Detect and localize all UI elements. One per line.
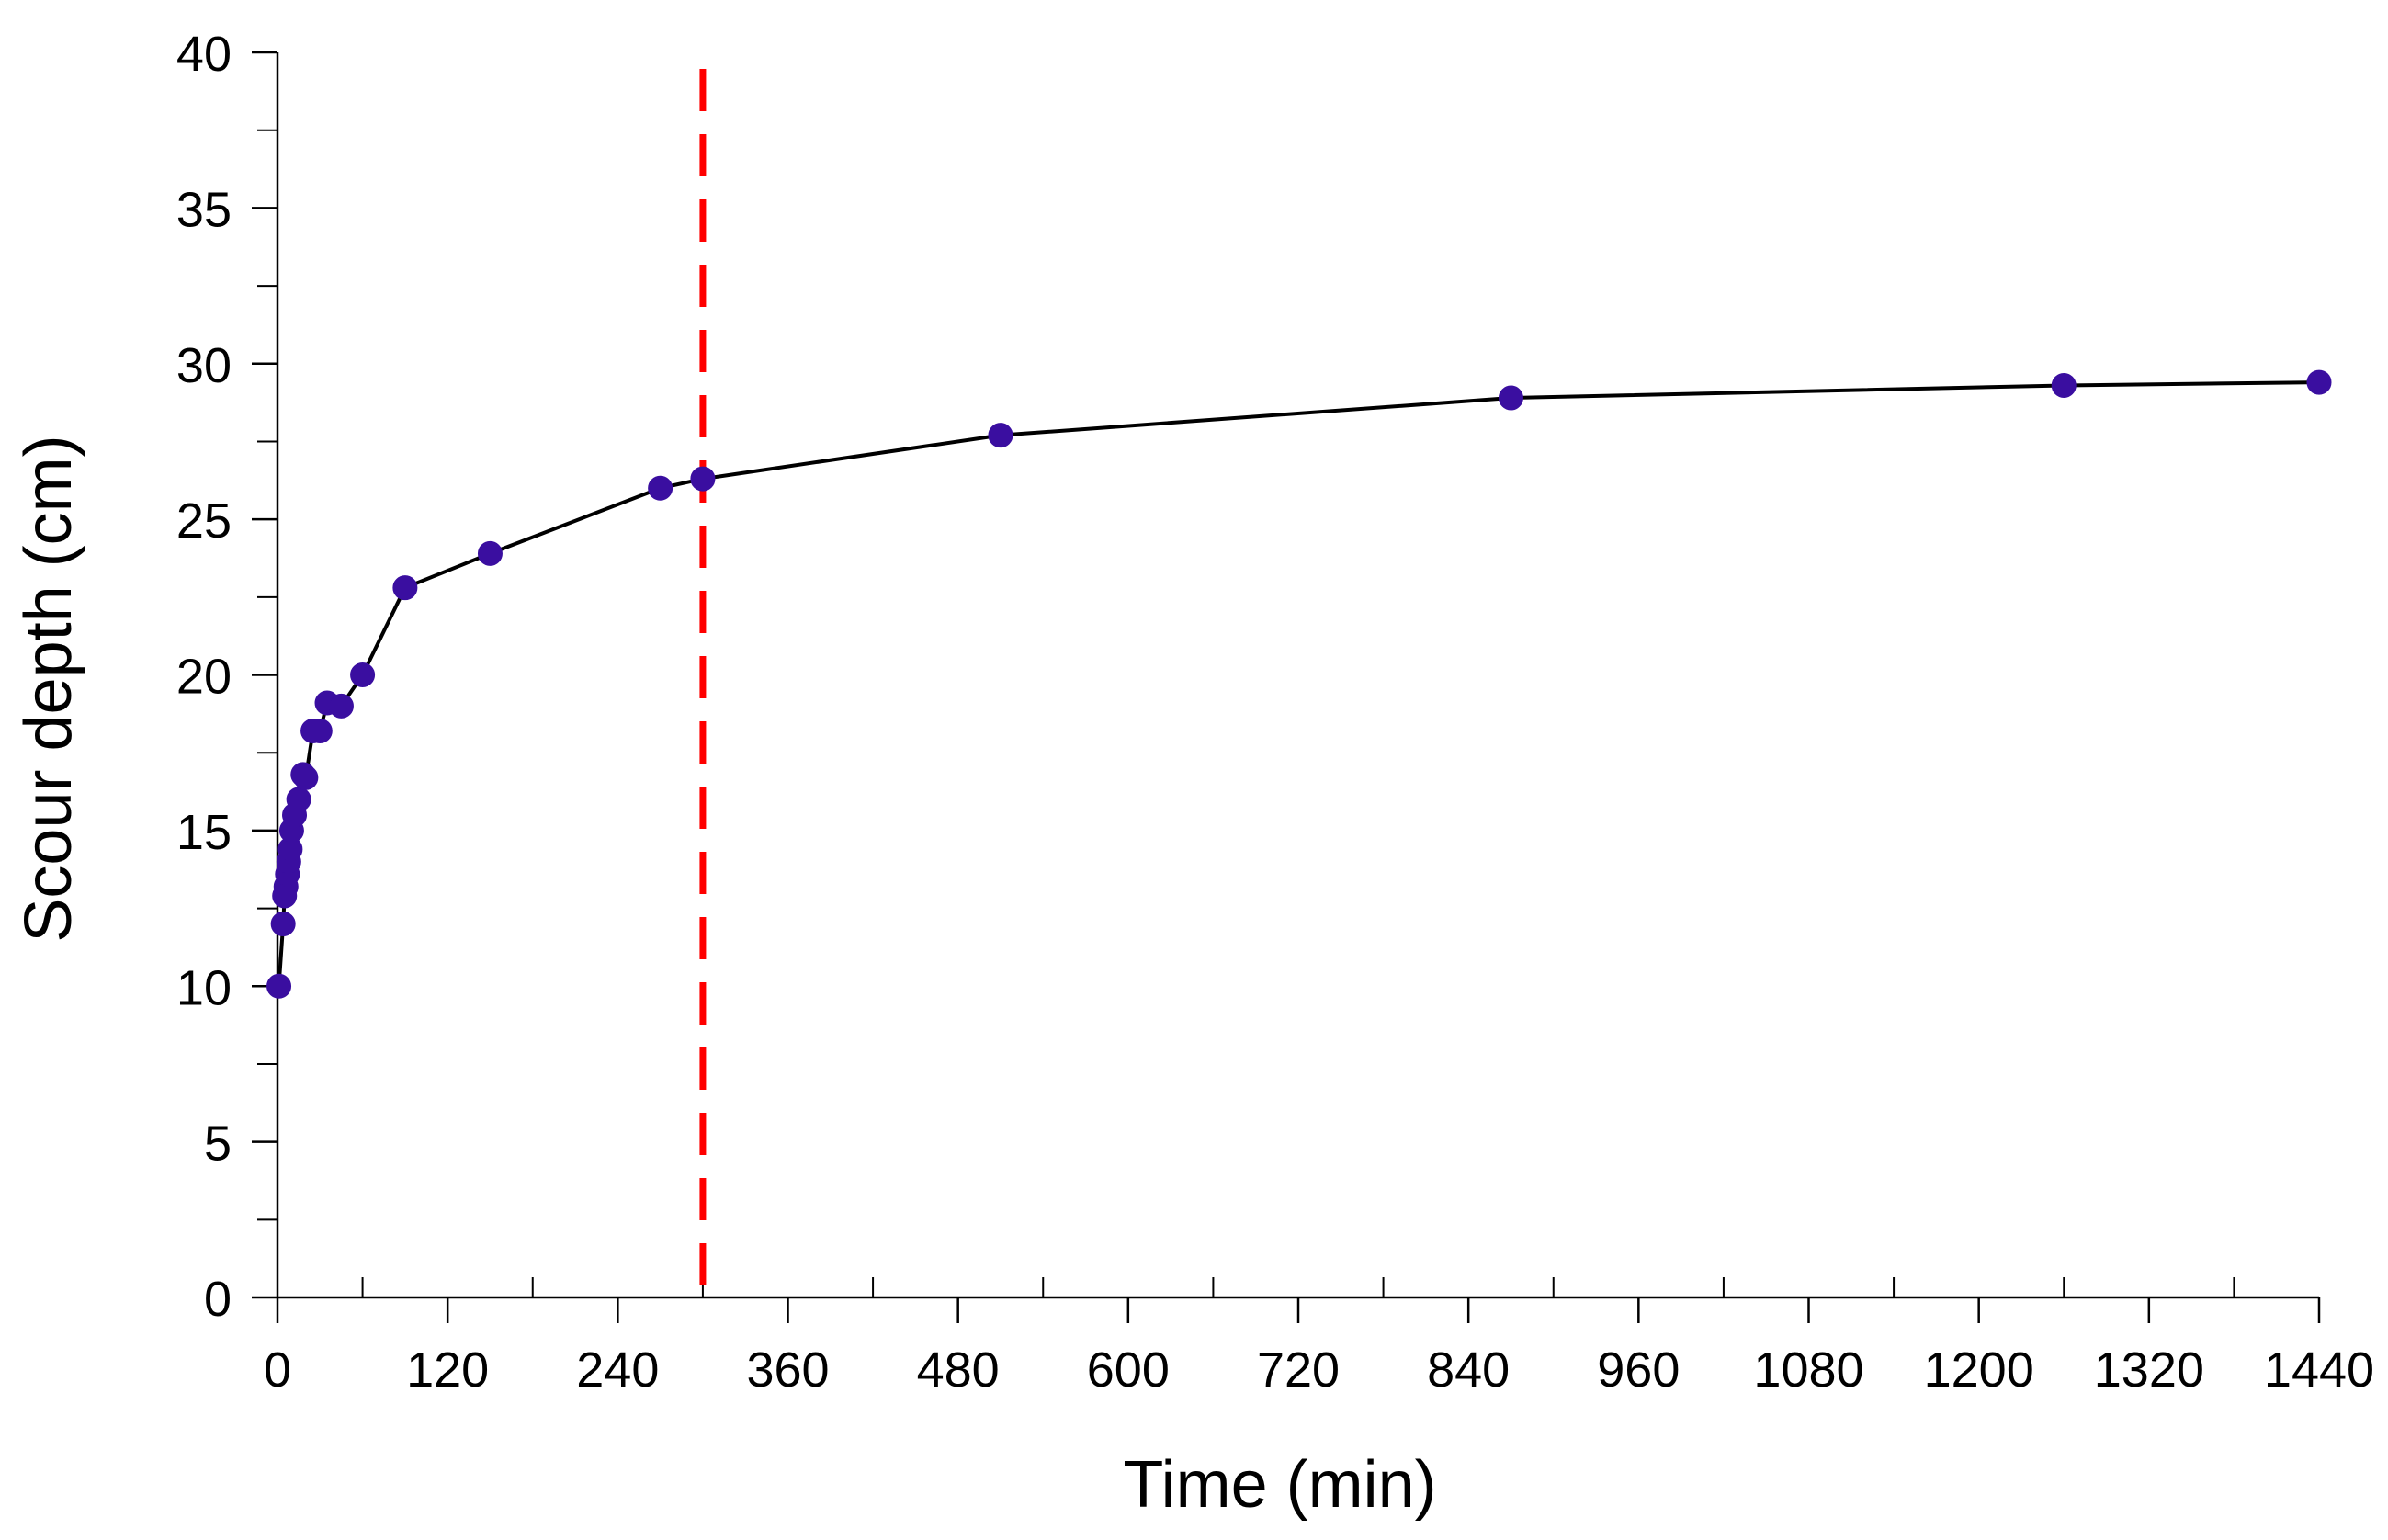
x-tick-label: 720 <box>1257 1342 1340 1398</box>
y-tick-label: 20 <box>176 650 232 705</box>
x-tick-label: 600 <box>1087 1342 1170 1398</box>
x-tick-label: 1080 <box>1753 1342 1863 1398</box>
x-tick-label: 0 <box>264 1342 291 1398</box>
x-tick-label: 1200 <box>1924 1342 2034 1398</box>
x-tick-label: 480 <box>917 1342 1000 1398</box>
data-point <box>2306 369 2332 395</box>
y-tick-label: 0 <box>204 1272 232 1327</box>
data-point <box>477 540 503 566</box>
data-point <box>2051 372 2077 398</box>
data-point <box>988 423 1013 448</box>
data-series <box>266 369 2332 999</box>
x-axis-title: Time (min) <box>1123 1448 1436 1522</box>
y-tick-label: 5 <box>204 1116 232 1172</box>
data-point <box>1498 385 1523 411</box>
x-tick-label: 1440 <box>2264 1342 2374 1398</box>
data-point <box>392 575 418 601</box>
y-tick-label: 25 <box>176 493 232 549</box>
data-point <box>266 973 292 999</box>
x-tick-label: 120 <box>406 1342 489 1398</box>
x-tick-label: 1320 <box>2094 1342 2204 1398</box>
data-point <box>307 718 333 743</box>
data-point <box>648 475 673 501</box>
y-axis-title: Scour depth (cm) <box>12 435 85 942</box>
x-tick-label: 240 <box>576 1342 659 1398</box>
tick-labels: 0 5 10 15 20 25 30 35 40 0 120 240 360 480 600 720 840 96… <box>176 27 2374 1398</box>
data-point <box>328 693 354 719</box>
tick-marks <box>252 51 2321 1323</box>
y-tick-label: 10 <box>176 960 232 1015</box>
data-point <box>293 764 319 790</box>
data-point <box>690 466 716 492</box>
y-tick-label: 15 <box>176 805 232 860</box>
data-point <box>350 662 376 687</box>
y-tick-label: 35 <box>176 182 232 237</box>
data-point <box>286 787 311 812</box>
x-tick-label: 960 <box>1597 1342 1680 1398</box>
series-line <box>277 380 2320 987</box>
y-tick-label: 40 <box>176 27 232 82</box>
x-tick-label: 360 <box>746 1342 829 1398</box>
y-tick-label: 30 <box>176 338 232 393</box>
axes <box>276 52 2319 1299</box>
data-point <box>270 912 296 936</box>
x-tick-label: 840 <box>1427 1342 1510 1398</box>
